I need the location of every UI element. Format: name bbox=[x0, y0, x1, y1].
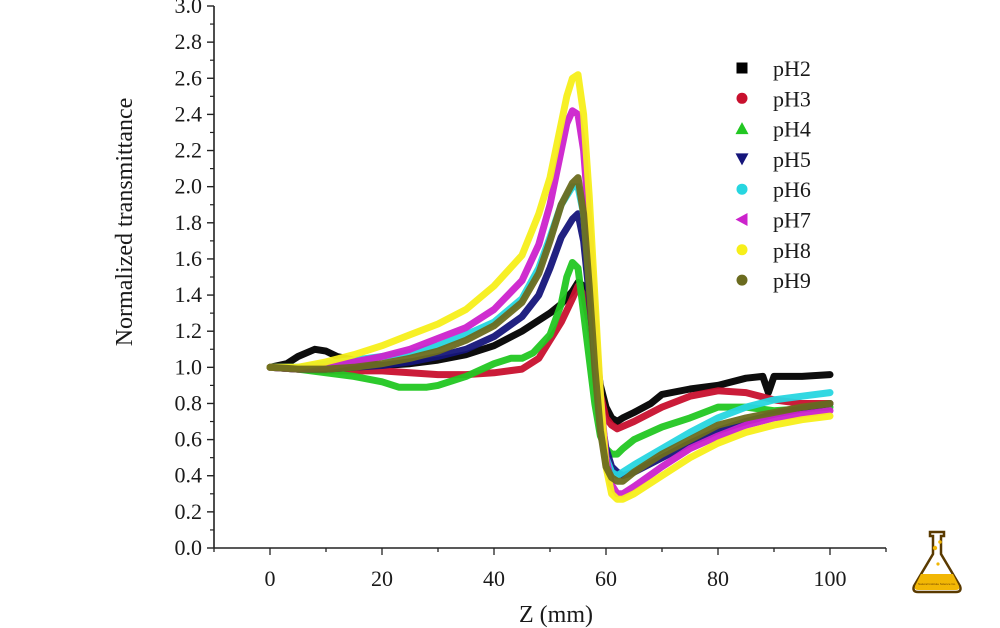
legend-marker-ph4 bbox=[735, 122, 749, 135]
y-axis-title: Normalized transmittance bbox=[112, 98, 138, 347]
legend-marker-ph3 bbox=[736, 92, 748, 104]
series-line-ph9 bbox=[266, 174, 834, 485]
y-tick-label: 0.6 bbox=[175, 427, 203, 452]
legend-label-ph8: pH8 bbox=[773, 238, 811, 263]
y-tick-label: 2.8 bbox=[175, 29, 203, 54]
x-axis-title: Z (mm) bbox=[519, 602, 593, 628]
legend: pH2 pH3 pH4 pH5 pH6 pH7 pH8 pH9 bbox=[735, 56, 811, 293]
y-tick-label: 0.0 bbox=[175, 535, 203, 560]
y-tick-label: 2.2 bbox=[175, 138, 203, 163]
y-tick-label: 1.6 bbox=[175, 246, 203, 271]
x-axis-ticks: 0 20 40 60 80 100 bbox=[213, 548, 887, 591]
y-tick-label: 2.0 bbox=[175, 174, 203, 199]
y-tick-label: 1.4 bbox=[175, 282, 203, 307]
y-tick-label: 0.8 bbox=[175, 390, 203, 415]
legend-label-ph2: pH2 bbox=[773, 56, 811, 81]
y-tick-label: 1.8 bbox=[175, 210, 203, 235]
series-group bbox=[266, 71, 834, 503]
y-tick-label: 1.0 bbox=[175, 354, 203, 379]
legend-marker-ph2 bbox=[736, 62, 748, 74]
flask-logo-icon: Natural Institute Science Co. bbox=[912, 530, 962, 594]
legend-label-ph4: pH4 bbox=[773, 117, 811, 142]
y-tick-label: 1.2 bbox=[175, 318, 203, 343]
legend-marker-ph5 bbox=[735, 153, 749, 166]
logo-text: Natural Institute Science Co. bbox=[918, 582, 956, 586]
x-tick-label: 80 bbox=[707, 566, 729, 591]
legend-label-ph9: pH9 bbox=[773, 268, 811, 293]
x-tick-label: 60 bbox=[595, 566, 617, 591]
y-tick-label: 2.6 bbox=[175, 65, 203, 90]
series-line-ph8 bbox=[266, 71, 834, 503]
y-tick-label: 0.2 bbox=[175, 499, 203, 524]
x-tick-label: 20 bbox=[371, 566, 393, 591]
legend-marker-ph9 bbox=[736, 274, 748, 286]
y-axis-ticks: 0.0 0.2 0.4 0.6 0.8 1.0 1.2 1.4 1.6 1.8 2.0 2.2 2.4 2… bbox=[175, 0, 214, 560]
legend-label-ph5: pH5 bbox=[773, 147, 811, 172]
y-tick-label: 2.4 bbox=[175, 101, 203, 126]
series-line-ph7 bbox=[266, 107, 834, 498]
legend-label-ph7: pH7 bbox=[773, 208, 811, 233]
x-tick-label: 40 bbox=[483, 566, 505, 591]
y-tick-label: 0.4 bbox=[175, 463, 203, 488]
x-tick-label: 100 bbox=[814, 566, 847, 591]
legend-label-ph3: pH3 bbox=[773, 86, 811, 111]
series-line-ph4 bbox=[266, 259, 834, 458]
legend-marker-ph7 bbox=[735, 213, 748, 226]
legend-marker-ph6 bbox=[736, 183, 748, 195]
y-tick-label: 3.0 bbox=[175, 0, 203, 18]
legend-label-ph6: pH6 bbox=[773, 177, 811, 202]
x-tick-label: 0 bbox=[265, 566, 276, 591]
legend-marker-ph8 bbox=[736, 244, 748, 256]
